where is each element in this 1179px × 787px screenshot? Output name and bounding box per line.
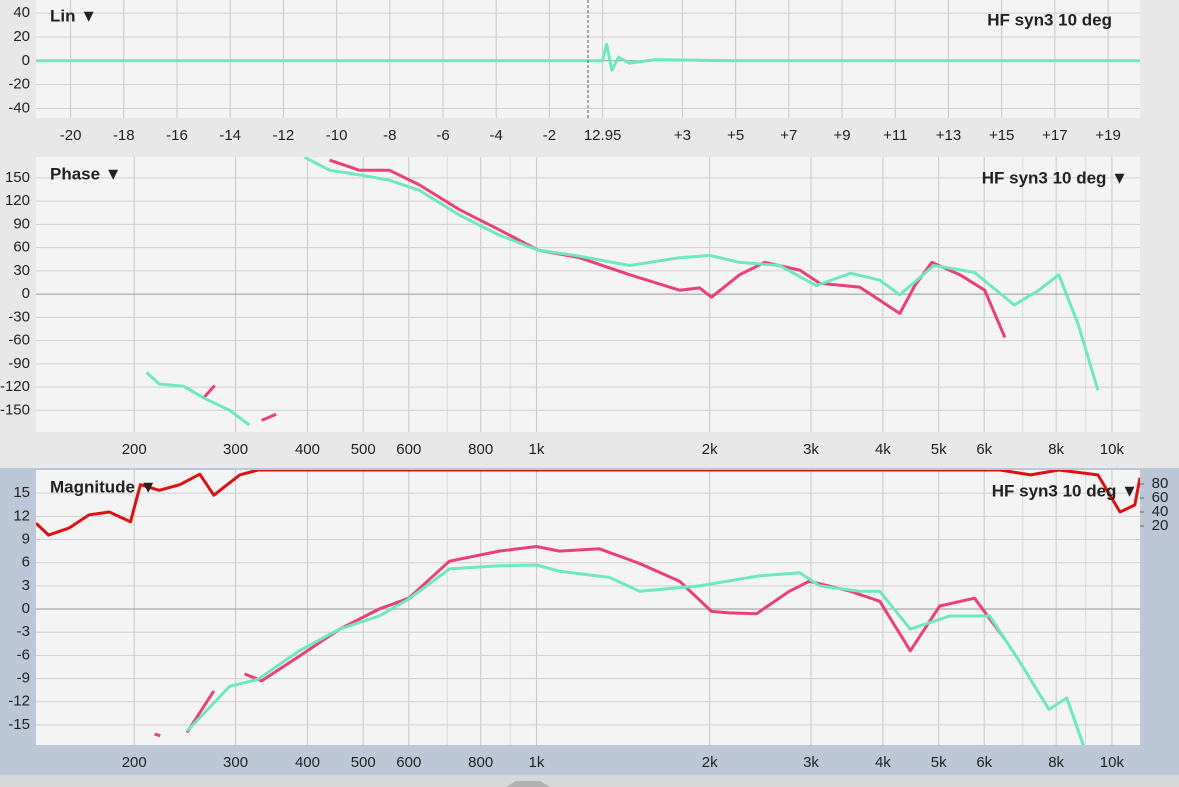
x-tick-label: 2k <box>702 441 718 458</box>
x-tick-label: 10k <box>1100 441 1125 458</box>
x-tick-label: 400 <box>295 754 320 771</box>
trace-line <box>36 470 1140 537</box>
trace-name: HF syn3 10 deg ▼ <box>992 481 1138 500</box>
y-tick-label: 3 <box>22 577 30 594</box>
y-tick-label: -3 <box>17 623 30 640</box>
x-tick-label: +7 <box>780 127 797 144</box>
y-tick-label: -40 <box>8 99 30 116</box>
y-tick-label: 150 <box>5 169 30 186</box>
x-tick-label: 400 <box>295 441 320 458</box>
y-tick-label: 0 <box>22 600 30 617</box>
panel-title: Phase ▼ <box>50 164 122 183</box>
x-tick-label: 6k <box>976 754 992 771</box>
trace-line <box>202 158 1007 422</box>
x-tick-label: 3k <box>803 441 819 458</box>
x-tick-label: +3 <box>674 127 691 144</box>
y-tick-label: 60 <box>13 239 30 256</box>
x-tick-label: 12.95 <box>584 127 622 144</box>
panel-title: Magnitude ▼ <box>50 477 157 496</box>
x-tick-label: 4k <box>875 754 891 771</box>
panel-title: Lin ▼ <box>50 6 97 25</box>
x-tick-label: 600 <box>396 441 421 458</box>
series-group <box>36 470 1140 745</box>
series-group <box>36 42 1140 72</box>
y-tick-label: -15 <box>8 716 30 733</box>
x-tick-label: 1k <box>529 754 545 771</box>
x-tick-label: 1k <box>529 441 545 458</box>
y-tick-label: -90 <box>8 355 30 372</box>
x-tick-label: 8k <box>1048 754 1064 771</box>
y-tick-label: -60 <box>8 332 30 349</box>
y2-tick-label: 40 <box>1152 503 1169 520</box>
trace-line <box>145 157 1100 427</box>
y2-tick-label: 20 <box>1152 517 1169 534</box>
x-tick-label: 6k <box>976 441 992 458</box>
x-tick-label: +13 <box>936 127 961 144</box>
x-tick-label: 5k <box>931 754 947 771</box>
x-tick-label: -6 <box>436 127 449 144</box>
x-tick-label: 800 <box>468 754 493 771</box>
magnitude-plot-area <box>36 470 1140 745</box>
x-tick-label: 2k <box>702 754 718 771</box>
x-tick-label: +9 <box>833 127 850 144</box>
x-tick-label: 500 <box>351 441 376 458</box>
y-tick-label: 90 <box>13 215 30 232</box>
x-tick-label: 4k <box>875 441 891 458</box>
splitter[interactable] <box>0 775 1179 787</box>
y-tick-label: -120 <box>0 378 30 395</box>
trace-name: HF syn3 10 deg ▼ <box>982 168 1128 187</box>
x-tick-label: 5k <box>931 441 947 458</box>
series-group <box>145 157 1100 427</box>
x-tick-label: +15 <box>989 127 1014 144</box>
x-tick-label: -10 <box>326 127 348 144</box>
y-tick-label: 40 <box>13 4 30 21</box>
x-tick-label: -14 <box>219 127 241 144</box>
x-tick-label: -8 <box>383 127 396 144</box>
y-tick-label: 20 <box>13 28 30 45</box>
x-tick-label: 300 <box>223 441 248 458</box>
y-tick-label: 0 <box>22 52 30 69</box>
x-tick-label: 600 <box>396 754 421 771</box>
trace-line <box>185 563 1085 745</box>
y-tick-label: -30 <box>8 308 30 325</box>
y-tick-label: -12 <box>8 693 30 710</box>
y-tick-label: 120 <box>5 192 30 209</box>
x-tick-label: -16 <box>166 127 188 144</box>
x-tick-label: -20 <box>60 127 82 144</box>
x-tick-label: +19 <box>1095 127 1120 144</box>
y-tick-label: -20 <box>8 76 30 93</box>
x-tick-label: 300 <box>223 754 248 771</box>
x-tick-label: 8k <box>1048 441 1064 458</box>
x-tick-label: 10k <box>1100 754 1125 771</box>
y2-tick-label: 80 <box>1152 475 1169 492</box>
x-tick-label: +11 <box>883 127 907 144</box>
x-tick-label: +5 <box>727 127 744 144</box>
splitter-handle[interactable] <box>506 781 550 787</box>
y-tick-label: 0 <box>22 285 30 302</box>
x-tick-label: +17 <box>1042 127 1067 144</box>
trace-line <box>36 42 1140 72</box>
x-tick-label: -12 <box>273 127 295 144</box>
plots: -20 -18 -16 -14 -12 -10 -8 -6 -4 -2 12.95 +3 +5 +7 +9 +… <box>0 0 1168 771</box>
x-tick-label: 200 <box>122 441 147 458</box>
y-tick-label: 15 <box>13 484 30 501</box>
y-tick-label: -6 <box>17 646 30 663</box>
y-tick-label: 9 <box>22 530 30 547</box>
x-tick-label: 500 <box>351 754 376 771</box>
y-tick-label: 6 <box>22 554 30 571</box>
impulse-plot-area <box>36 0 1140 118</box>
x-tick-label: 200 <box>122 754 147 771</box>
y-tick-label: 30 <box>13 262 30 279</box>
y-tick-label: -150 <box>0 401 30 418</box>
x-tick-label: 3k <box>803 754 819 771</box>
x-tick-label: -2 <box>543 127 556 144</box>
y-tick-label: 12 <box>13 507 30 524</box>
y-tick-label: -9 <box>17 670 30 687</box>
x-tick-label: 800 <box>468 441 493 458</box>
x-tick-label: -18 <box>113 127 135 144</box>
y2-tick-label: 60 <box>1152 489 1169 506</box>
trace-name: HF syn3 10 deg <box>987 10 1112 29</box>
x-tick-label: -4 <box>490 127 503 144</box>
